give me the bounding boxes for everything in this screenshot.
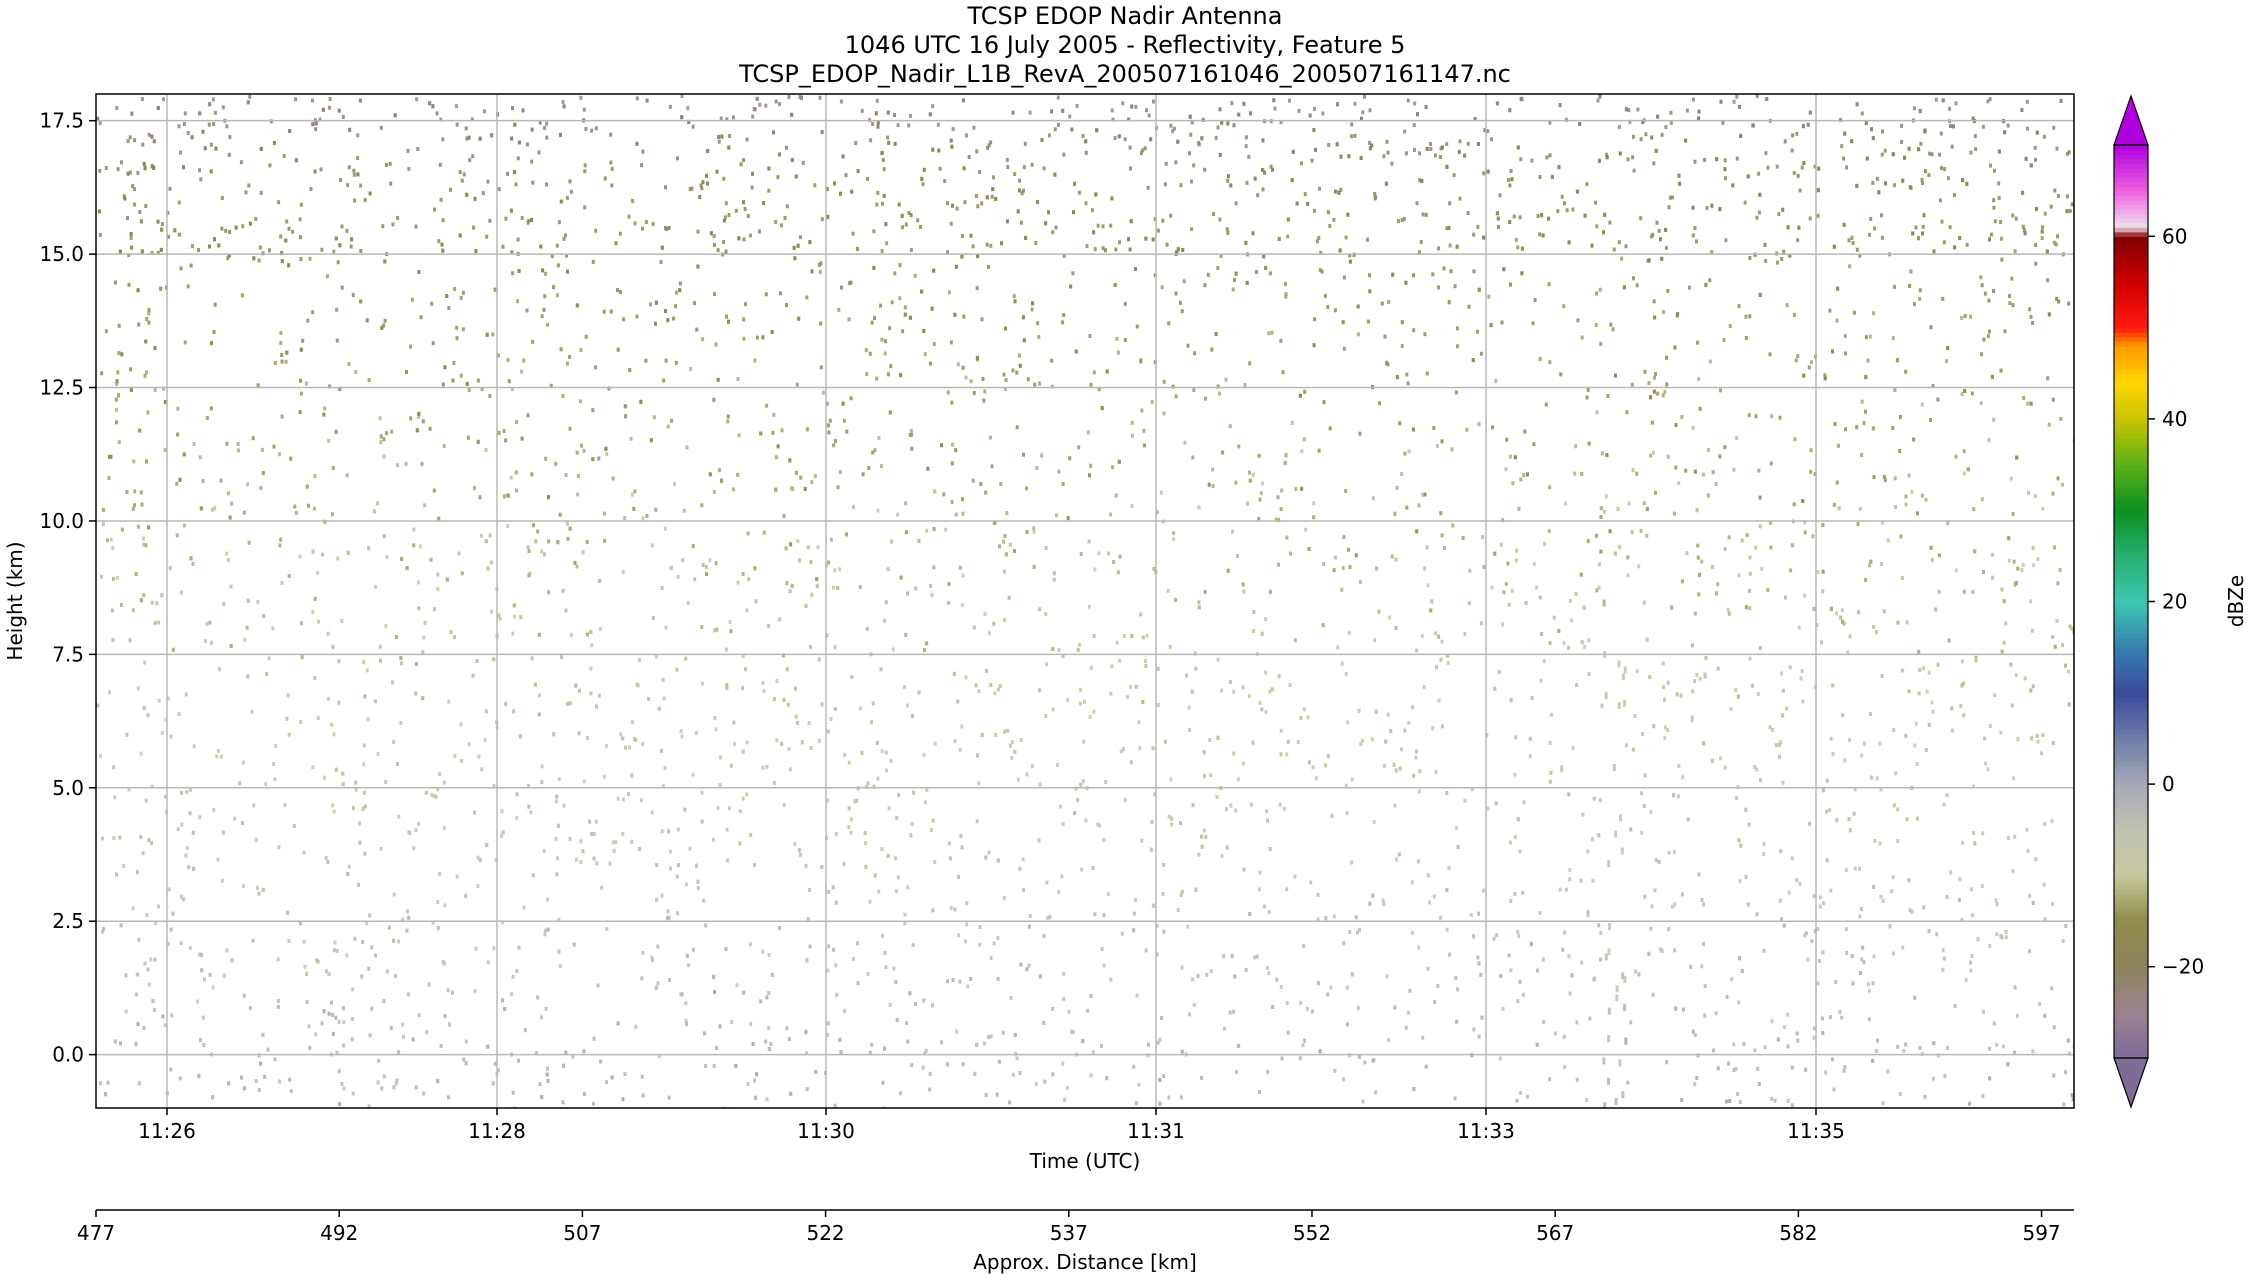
y-tick-label: 5.0 xyxy=(52,776,84,800)
y-axis: 0.0 2.5 5.0 7.5 10.0 12.5 15.0 17.5 xyxy=(39,109,96,1067)
colorbar-tick-label: −20 xyxy=(2162,955,2204,979)
y-tick-label: 0.0 xyxy=(52,1043,84,1067)
reflectivity-field xyxy=(96,94,2074,1108)
distance-tick-label: 567 xyxy=(1536,1221,1574,1245)
x-tick-label: 11:33 xyxy=(1457,1119,1515,1143)
chart-title-line-1: TCSP EDOP Nadir Antenna xyxy=(967,2,1283,30)
y-tick-label: 10.0 xyxy=(39,509,84,533)
y-tick-label: 2.5 xyxy=(52,909,84,933)
y-tick-label: 7.5 xyxy=(52,642,84,666)
distance-axis: 477 492 507 522 537 552 567 582 597 xyxy=(77,1209,2074,1245)
x-tick-label: 11:28 xyxy=(468,1119,526,1143)
chart-title-line-2: 1046 UTC 16 July 2005 - Reflectivity, Fe… xyxy=(844,31,1406,59)
y-axis-label: Height (km) xyxy=(3,541,27,660)
distance-tick-label: 597 xyxy=(2022,1221,2060,1245)
distance-tick-label: 552 xyxy=(1293,1221,1331,1245)
chart-title-line-3: TCSP_EDOP_Nadir_L1B_RevA_200507161046_20… xyxy=(739,60,1511,88)
colorbar-label: dBZe xyxy=(2224,575,2248,627)
y-tick-label: 17.5 xyxy=(39,109,84,133)
distance-tick-label: 477 xyxy=(77,1221,115,1245)
colorbar-extend-max xyxy=(2113,94,2149,146)
plot-frame xyxy=(95,93,2075,1109)
y-tick-label: 12.5 xyxy=(39,376,84,400)
distance-tick-label: 492 xyxy=(320,1221,358,1245)
grid-lines xyxy=(96,94,2074,1108)
x-tick-label: 11:26 xyxy=(138,1119,196,1143)
y-tick-label: 15.0 xyxy=(39,242,84,266)
x-axis: 11:26 11:28 11:30 11:31 11:33 11:35 xyxy=(138,1108,1845,1143)
colorbar-tick-label: 0 xyxy=(2162,772,2175,796)
distance-tick-label: 522 xyxy=(806,1221,844,1245)
x-axis-label: Time (UTC) xyxy=(1029,1149,1141,1173)
x-tick-label: 11:35 xyxy=(1787,1119,1845,1143)
distance-tick-label: 507 xyxy=(563,1221,601,1245)
colorbar: −20 0 20 40 60 xyxy=(2113,94,2204,1109)
colorbar-tick-label: 40 xyxy=(2162,407,2187,431)
distance-axis-label: Approx. Distance [km] xyxy=(973,1250,1197,1274)
colorbar-tick-label: 20 xyxy=(2162,590,2187,614)
colorbar-extend-min xyxy=(2113,1057,2149,1109)
distance-tick-label: 537 xyxy=(1050,1221,1088,1245)
colorbar-tick-label: 60 xyxy=(2162,224,2187,248)
x-tick-label: 11:30 xyxy=(797,1119,855,1143)
distance-tick-label: 582 xyxy=(1779,1221,1817,1245)
x-tick-label: 11:31 xyxy=(1127,1119,1185,1143)
